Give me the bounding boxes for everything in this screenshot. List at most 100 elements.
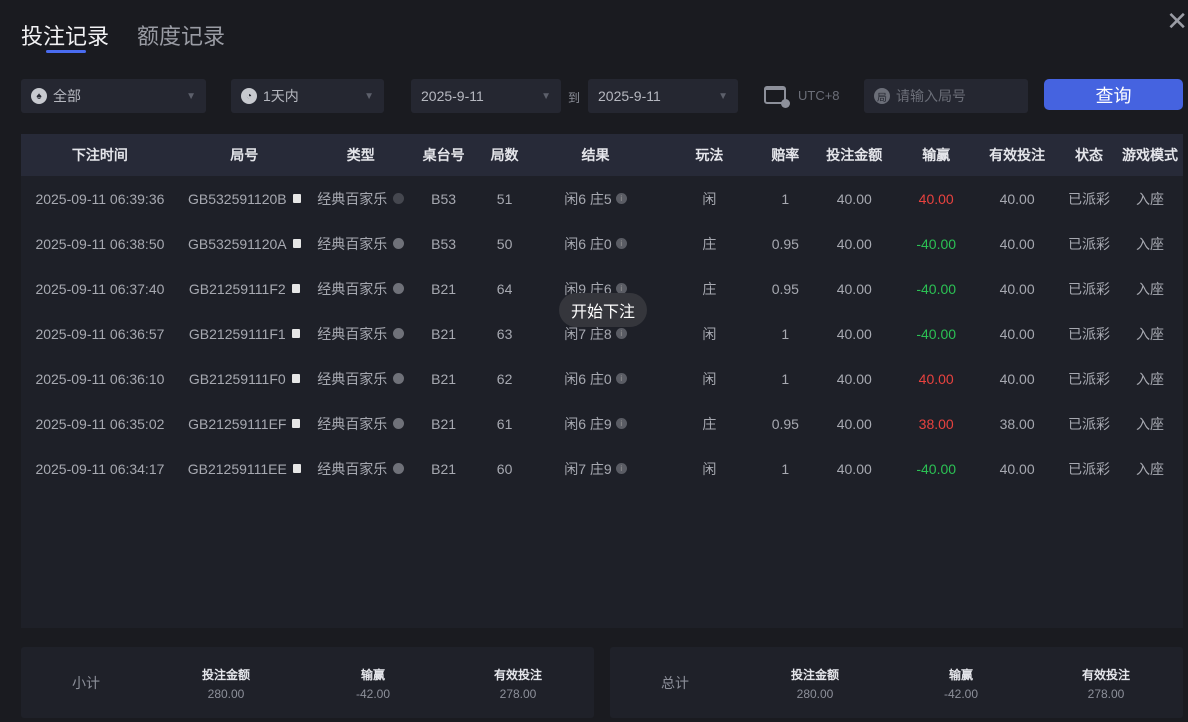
odds-text: 0.95: [771, 415, 799, 432]
table-row: 2025-09-11 06:35:02 GB21259111EF 经典百家乐 B21 6…: [21, 401, 1183, 446]
copy-icon[interactable]: [292, 239, 301, 248]
date-from-select[interactable]: 2025-9-11 ▼: [411, 79, 561, 113]
cell-table: B53: [412, 191, 476, 207]
info-icon[interactable]: i: [615, 283, 627, 294]
amount-text: 40.00: [836, 235, 872, 252]
round-icon: 局: [874, 88, 890, 104]
result-text: 闲7 庄9: [564, 460, 612, 477]
valid-text: 40.00: [999, 460, 1035, 477]
column-header: 局号: [230, 147, 259, 163]
winloss-text: -40.00: [916, 460, 957, 477]
cell-status: 已派彩: [1061, 414, 1117, 434]
result-text: 闲9 庄6: [564, 280, 612, 297]
cell-mode: 入座: [1117, 369, 1183, 389]
round-text: GB532591120A: [188, 235, 287, 252]
status-text: 已派彩: [1068, 370, 1111, 387]
cell-amount: 40.00: [809, 236, 899, 252]
cell-play: 庄: [657, 234, 761, 254]
column-header: 投注金额: [826, 147, 883, 163]
info-icon[interactable]: i: [615, 328, 627, 339]
cell-type: 经典百家乐: [310, 459, 412, 479]
status-text: 已派彩: [1068, 235, 1111, 252]
info-icon[interactable]: i: [615, 418, 627, 429]
query-button[interactable]: 查询: [1044, 79, 1183, 110]
info-icon[interactable]: i: [615, 238, 627, 249]
round-search[interactable]: 局: [864, 79, 1028, 113]
timezone-button[interactable]: UTC+8: [764, 86, 840, 108]
round-input[interactable]: [896, 88, 1016, 104]
cell-play: 庄: [657, 279, 761, 299]
round-text: GB21259111EE: [187, 460, 287, 477]
period-select[interactable]: ◔ 1天内 ▼: [231, 79, 384, 113]
cell-odds: 0.95: [761, 236, 809, 252]
cell-status: 已派彩: [1061, 189, 1117, 209]
mode-text: 入座: [1136, 370, 1164, 387]
game-info-icon[interactable]: [393, 463, 405, 474]
table-row: 2025-09-11 06:39:36 GB532591120B 经典百家乐 B53 5…: [21, 176, 1183, 221]
cell-table: B21: [412, 326, 476, 342]
cell-amount: 40.00: [809, 371, 899, 387]
cell-num: 51: [476, 191, 534, 207]
cell-num: 64: [476, 281, 534, 297]
winloss-text: -40.00: [916, 325, 957, 342]
tab-credit-records[interactable]: 额度记录: [137, 24, 226, 49]
table-row: 2025-09-11 06:36:10 GB21259111F0 经典百家乐 B21 6…: [21, 356, 1183, 401]
cell-winloss: -40.00: [899, 236, 973, 252]
column-header: 下注时间: [71, 147, 128, 163]
type-text: 经典百家乐: [317, 235, 388, 252]
game-info-icon[interactable]: [393, 283, 405, 294]
table-row: 2025-09-11 06:38:50 GB532591120A 经典百家乐 B53 5…: [21, 221, 1183, 266]
cell-table: B21: [412, 416, 476, 432]
info-icon[interactable]: i: [615, 193, 627, 204]
subtotal-valid: 278.00: [499, 687, 537, 701]
info-icon[interactable]: i: [615, 373, 627, 384]
total-valid-header: 有效投注: [1081, 668, 1130, 682]
cell-odds: 1: [761, 371, 809, 387]
cell-round: GB21259111EE: [179, 461, 310, 477]
type-text: 经典百家乐: [317, 415, 388, 432]
game-info-icon[interactable]: [393, 418, 405, 429]
cell-mode: 入座: [1117, 234, 1183, 254]
table-row: 2025-09-11 06:36:57 GB21259111F1 经典百家乐 B21 6…: [21, 311, 1183, 356]
valid-text: 40.00: [999, 370, 1035, 387]
date-to-value: 2025-9-11: [598, 88, 661, 104]
result-text: 闲6 庄0: [564, 370, 612, 387]
game-info-icon[interactable]: [393, 238, 405, 249]
active-tab-indicator: [46, 50, 86, 53]
column-header: 有效投注: [989, 147, 1046, 163]
column-header: 局数: [490, 147, 519, 163]
info-icon[interactable]: i: [615, 463, 627, 474]
copy-icon[interactable]: [292, 419, 301, 428]
odds-text: 0.95: [771, 235, 799, 252]
cell-status: 已派彩: [1061, 369, 1117, 389]
result-text: 闲6 庄5: [564, 190, 612, 207]
time-text: 2025-09-11 06:38:50: [35, 235, 165, 252]
copy-icon[interactable]: [291, 329, 300, 338]
game-info-icon[interactable]: [393, 193, 405, 204]
cell-valid: 40.00: [973, 326, 1061, 342]
subtotal-valid-header: 有效投注: [493, 668, 542, 682]
num-text: 60: [496, 460, 513, 477]
copy-icon[interactable]: [291, 284, 300, 293]
tab-bet-records[interactable]: 投注记录: [21, 24, 110, 49]
cell-valid: 40.00: [973, 191, 1061, 207]
game-info-icon[interactable]: [393, 373, 405, 384]
copy-icon[interactable]: [291, 374, 300, 383]
game-info-icon[interactable]: [393, 328, 405, 339]
cell-amount: 40.00: [809, 281, 899, 297]
table-body: 2025-09-11 06:39:36 GB532591120B 经典百家乐 B53 5…: [21, 176, 1183, 491]
cell-valid: 40.00: [973, 461, 1061, 477]
copy-icon[interactable]: [292, 464, 301, 473]
cell-amount: 40.00: [809, 461, 899, 477]
play-text: 庄: [702, 415, 717, 432]
close-icon[interactable]: ✕: [1166, 6, 1188, 36]
cell-time: 2025-09-11 06:34:17: [21, 461, 179, 477]
cell-result: 闲6 庄5 i: [534, 189, 658, 209]
cell-num: 61: [476, 416, 534, 432]
copy-icon[interactable]: [292, 194, 301, 203]
total-amount-header: 投注金额: [790, 668, 839, 682]
game-select[interactable]: ♠ 全部 ▼: [21, 79, 206, 113]
cell-time: 2025-09-11 06:36:10: [21, 371, 179, 387]
date-to-select[interactable]: 2025-9-11 ▼: [588, 79, 738, 113]
winloss-text: 38.00: [918, 415, 954, 432]
